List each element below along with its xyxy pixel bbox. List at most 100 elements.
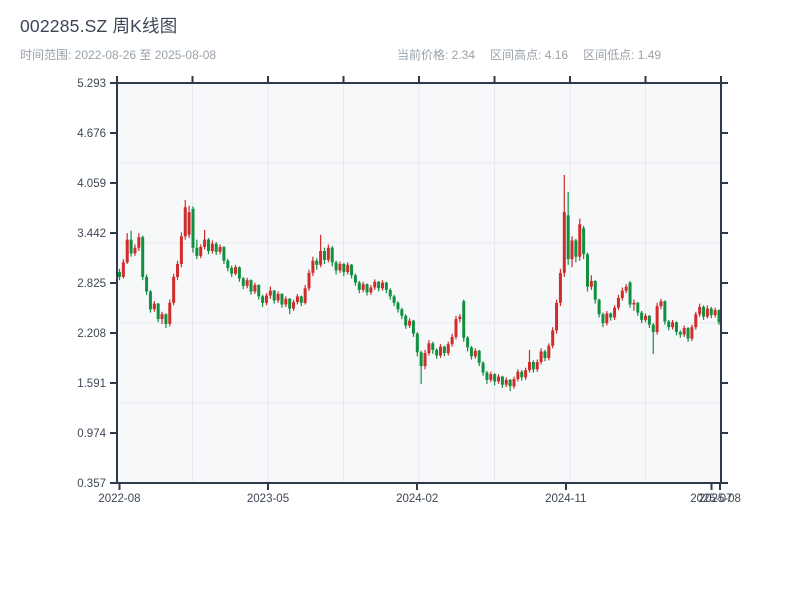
candle-body — [237, 267, 241, 279]
candle — [148, 289, 152, 313]
candle-body — [547, 345, 551, 358]
candle-body — [423, 353, 427, 367]
candle-body — [137, 237, 141, 248]
candle-body — [709, 308, 713, 316]
candle-body — [307, 272, 311, 289]
candle-body — [288, 298, 292, 309]
y-axis-label: 2.825 — [77, 278, 106, 290]
candle — [524, 367, 528, 380]
candle — [439, 344, 443, 358]
candle-body — [381, 282, 385, 289]
candle — [145, 274, 149, 295]
candle-body — [477, 350, 481, 363]
candle-body — [597, 299, 601, 315]
candle — [253, 282, 257, 294]
candle — [593, 280, 597, 304]
candle — [674, 321, 678, 336]
candle-body — [350, 264, 354, 276]
candle — [195, 239, 199, 260]
candle-body — [439, 346, 443, 356]
candle-body — [705, 308, 709, 317]
candle-body — [616, 297, 620, 308]
candle — [520, 370, 524, 381]
candle-body — [462, 301, 466, 338]
candle — [462, 299, 466, 342]
candle-body — [284, 298, 288, 305]
candle-body — [179, 236, 183, 264]
x-axis-label: 2022-08 — [98, 493, 140, 505]
candle — [377, 280, 381, 292]
candle — [179, 232, 183, 268]
candle-body — [319, 250, 323, 265]
candle — [187, 205, 191, 239]
candle-body — [222, 246, 226, 261]
candle-body — [152, 303, 156, 310]
candle — [365, 283, 369, 296]
candle — [512, 376, 516, 389]
candle-body — [543, 351, 547, 358]
candle-body — [218, 246, 222, 252]
candle — [419, 350, 423, 384]
candle-body — [454, 319, 458, 337]
candle — [396, 301, 400, 313]
candle — [276, 291, 280, 303]
candle — [589, 275, 593, 290]
candle — [586, 252, 589, 292]
candle — [206, 238, 210, 255]
y-axis-label: 0.357 — [77, 478, 106, 490]
candle-body — [415, 333, 419, 353]
candle — [539, 348, 543, 365]
candle-body — [408, 320, 412, 326]
candle-body — [334, 262, 338, 271]
candle — [299, 295, 303, 307]
candle-body — [373, 281, 377, 288]
candle-body — [609, 313, 613, 318]
candle-body — [647, 315, 651, 325]
candle — [582, 225, 586, 260]
candle-body — [651, 324, 655, 333]
candle-body — [493, 374, 497, 382]
candle — [381, 280, 385, 291]
candle-body — [527, 362, 531, 371]
candle-body — [469, 347, 473, 357]
candle-body — [118, 272, 121, 277]
candle — [698, 303, 702, 317]
candle-body — [264, 295, 268, 303]
candle-body — [377, 281, 381, 289]
candle-body — [121, 262, 125, 277]
y-axis-label: 3.442 — [77, 228, 106, 240]
candle — [682, 325, 686, 337]
y-axis-label: 4.676 — [77, 128, 106, 140]
candle — [303, 285, 307, 305]
candle-body — [276, 293, 280, 301]
candle — [473, 348, 477, 359]
candle — [620, 287, 624, 301]
candle — [690, 324, 694, 341]
candle-body — [129, 239, 133, 254]
candle-body — [199, 246, 203, 256]
candle — [141, 235, 145, 281]
candle — [555, 299, 559, 334]
candle-body — [446, 344, 450, 354]
candle-body — [365, 284, 369, 293]
candle — [334, 260, 338, 275]
candle-body — [148, 291, 152, 310]
candle-body — [431, 343, 435, 350]
candle — [551, 327, 555, 349]
candle-body — [203, 239, 207, 247]
candle-body — [628, 282, 632, 305]
candle-body — [156, 303, 160, 320]
candle — [338, 261, 342, 273]
range-low-stat: 区间低点: 1.49 — [583, 48, 662, 62]
candle-body — [450, 336, 454, 345]
candle-body — [272, 290, 276, 301]
candle — [400, 307, 404, 320]
price-stats: 当前价格: 2.34 区间高点: 4.16 区间低点: 1.49 — [397, 46, 661, 63]
candle-body — [315, 260, 319, 265]
candle — [164, 313, 168, 328]
candle — [226, 259, 230, 272]
x-axis-label: 2025-08 — [699, 493, 741, 505]
candle — [125, 233, 129, 264]
candle-body — [500, 376, 504, 385]
candle — [307, 269, 311, 291]
